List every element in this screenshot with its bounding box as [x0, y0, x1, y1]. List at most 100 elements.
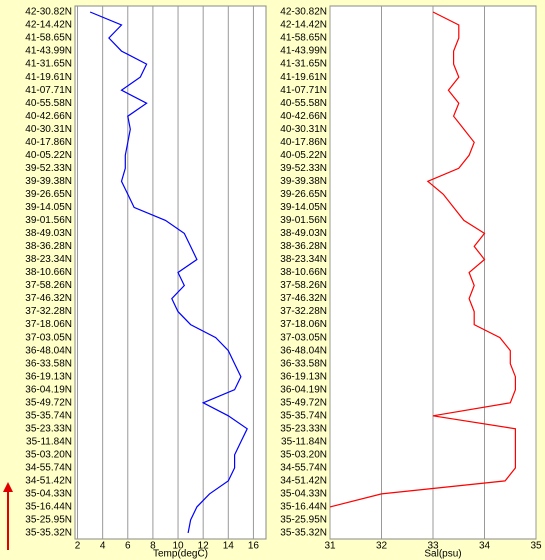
y-tick-label: 39-26.65N: [280, 189, 327, 200]
y-tick-label: 35-11.84N: [281, 436, 327, 447]
y-tick-label: 41-43.99N: [25, 46, 72, 57]
y-tick-label: 35-25.95N: [25, 515, 72, 526]
y-tick-label: 35-04.33N: [25, 489, 72, 500]
y-tick-label: 39-52.33N: [280, 163, 327, 174]
y-tick-label: 40-05.22N: [280, 150, 327, 161]
x-tick-label: 10: [172, 541, 184, 552]
y-tick-label: 35-16.44N: [280, 502, 327, 513]
y-tick-label: 38-36.28N: [280, 241, 327, 252]
y-tick-label: 39-14.05N: [25, 202, 72, 213]
y-tick-label: 39-39.38N: [25, 176, 72, 187]
y-tick-label: 37-46.32N: [25, 293, 72, 304]
y-tick-label: 38-10.66N: [280, 267, 327, 278]
y-tick-label: 35-35.32N: [25, 528, 72, 539]
plot-area: [74, 5, 267, 540]
y-tick-label: 35-35.74N: [25, 410, 72, 421]
y-tick-label: 41-58.65N: [25, 33, 72, 44]
y-tick-label: 42-14.42N: [280, 20, 327, 31]
y-tick-label: 40-55.58N: [25, 98, 72, 109]
y-tick-label: 36-48.04N: [25, 345, 72, 356]
y-tick-label: 42-30.82N: [280, 7, 327, 18]
x-tick-label: 4: [100, 541, 106, 552]
x-tick-label: 16: [248, 541, 260, 552]
x-tick-label: 2: [75, 541, 81, 552]
y-tick-label: 37-03.05N: [25, 332, 72, 343]
arrow-head: [3, 482, 13, 492]
x-axis-title: Temp(degC): [153, 549, 208, 560]
y-tick-label: 41-58.65N: [280, 33, 327, 44]
y-tick-label: 38-36.28N: [25, 241, 72, 252]
profile-line: [329, 11, 516, 508]
y-tick-label: 37-18.06N: [25, 319, 72, 330]
y-tick-label: 40-42.66N: [25, 111, 72, 122]
y-tick-label: 36-19.13N: [25, 371, 72, 382]
x-tick-label: 8: [150, 541, 156, 552]
y-tick-label: 39-52.33N: [25, 163, 72, 174]
y-tick-label: 37-58.26N: [25, 280, 72, 291]
y-tick-label: 35-03.20N: [25, 449, 72, 460]
x-tick-label: 31: [324, 541, 336, 552]
y-tick-label: 39-14.05N: [280, 202, 327, 213]
y-tick-label: 35-25.95N: [280, 515, 327, 526]
x-tick-label: 6: [125, 541, 131, 552]
y-tick-label: 40-05.22N: [25, 150, 72, 161]
y-tick-label: 40-17.86N: [280, 137, 327, 148]
x-tick-label: 33: [427, 541, 439, 552]
y-tick-label: 41-19.61N: [280, 72, 327, 83]
y-tick-label: 35-49.72N: [25, 397, 72, 408]
y-tick-label: 35-49.72N: [280, 397, 327, 408]
y-tick-label: 34-51.42N: [280, 476, 327, 487]
x-tick-label: 34: [479, 541, 491, 552]
y-tick-label: 37-03.05N: [280, 332, 327, 343]
x-axis-title: Sal(psu): [424, 549, 461, 560]
y-tick-label: 37-18.06N: [280, 319, 327, 330]
y-tick-label: 36-48.04N: [280, 345, 327, 356]
y-tick-label: 41-31.65N: [280, 59, 327, 70]
y-tick-label: 36-04.19N: [25, 384, 72, 395]
y-tick-label: 36-33.58N: [25, 358, 72, 369]
y-tick-label: 37-32.28N: [25, 306, 72, 317]
y-tick-label: 35-35.74N: [280, 410, 327, 421]
y-tick-label: 34-55.74N: [280, 463, 327, 474]
y-tick-label: 39-01.56N: [25, 215, 72, 226]
y-tick-label: 37-32.28N: [280, 306, 327, 317]
y-tick-label: 35-16.44N: [25, 502, 72, 513]
x-tick-label: 12: [198, 541, 210, 552]
y-tick-label: 41-07.71N: [25, 85, 72, 96]
y-tick-label: 37-46.32N: [280, 293, 327, 304]
y-tick-label: 41-07.71N: [280, 85, 327, 96]
y-tick-label: 35-11.84N: [26, 436, 72, 447]
y-tick-label: 37-58.26N: [280, 280, 327, 291]
y-tick-label: 35-23.33N: [25, 423, 72, 434]
x-tick-label: 14: [223, 541, 235, 552]
y-tick-label: 35-23.33N: [280, 423, 327, 434]
x-tick-label: 32: [376, 541, 388, 552]
y-tick-label: 35-03.20N: [280, 449, 327, 460]
y-tick-label: 42-30.82N: [25, 7, 72, 18]
y-tick-label: 40-42.66N: [280, 111, 327, 122]
y-tick-label: 39-01.56N: [280, 215, 327, 226]
y-tick-label: 39-39.38N: [280, 176, 327, 187]
y-tick-label: 40-17.86N: [25, 137, 72, 148]
y-tick-label: 38-49.03N: [25, 228, 72, 239]
x-tick-label: 35: [530, 541, 542, 552]
y-tick-label: 40-30.31N: [280, 124, 327, 135]
y-tick-label: 35-35.32N: [280, 528, 327, 539]
y-tick-label: 38-23.34N: [280, 254, 327, 265]
y-tick-label: 39-26.65N: [25, 189, 72, 200]
y-tick-label: 36-04.19N: [280, 384, 327, 395]
y-tick-label: 35-04.33N: [280, 489, 327, 500]
y-tick-label: 41-19.61N: [25, 72, 72, 83]
y-tick-label: 38-23.34N: [25, 254, 72, 265]
profile-line: [89, 11, 248, 534]
y-tick-label: 38-10.66N: [25, 267, 72, 278]
y-tick-label: 41-31.65N: [25, 59, 72, 70]
y-tick-label: 34-51.42N: [25, 476, 72, 487]
y-tick-label: 38-49.03N: [280, 228, 327, 239]
y-tick-label: 40-30.31N: [25, 124, 72, 135]
y-tick-label: 36-19.13N: [280, 371, 327, 382]
y-tick-label: 42-14.42N: [25, 20, 72, 31]
y-tick-label: 40-55.58N: [280, 98, 327, 109]
y-tick-label: 34-55.74N: [25, 463, 72, 474]
